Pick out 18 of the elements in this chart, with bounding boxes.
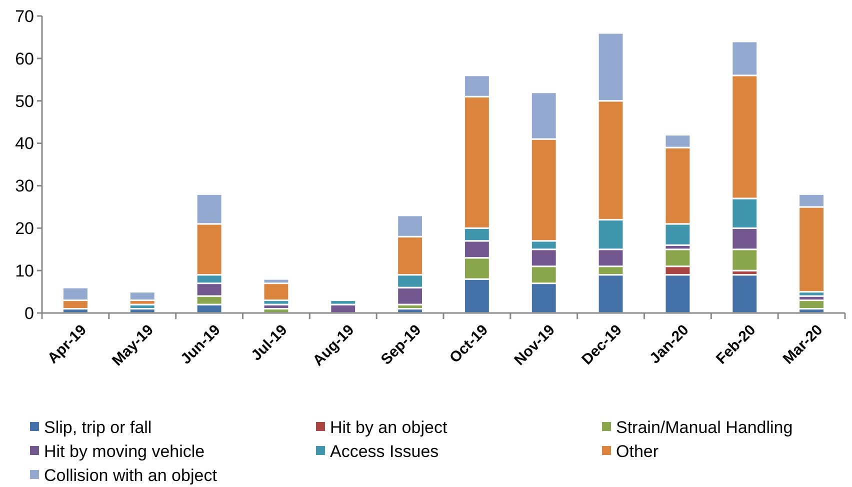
legend-label: Slip, trip or fall bbox=[44, 418, 152, 437]
y-tick-label: 70 bbox=[15, 6, 34, 26]
legend-label: Access Issues bbox=[330, 442, 439, 461]
bar bbox=[731, 274, 758, 314]
y-tick-label: 0 bbox=[24, 304, 34, 323]
legend-label: Hit by an object bbox=[330, 418, 448, 437]
bar bbox=[128, 291, 156, 302]
y-tick-label: 40 bbox=[15, 134, 34, 154]
legend-label: Hit by moving vehicle bbox=[44, 442, 205, 461]
y-tick-label: 50 bbox=[15, 92, 34, 111]
y-tick-label: 20 bbox=[15, 219, 34, 238]
bar bbox=[262, 282, 290, 302]
y-tick-label: 60 bbox=[15, 49, 34, 68]
legend-label: Collision with an object bbox=[44, 466, 218, 485]
legend-label: Strain/Manual Handling bbox=[616, 418, 793, 437]
y-tick-label: 30 bbox=[15, 176, 34, 196]
y-tick-label: 10 bbox=[15, 262, 34, 281]
legend-label: Other bbox=[616, 442, 659, 461]
